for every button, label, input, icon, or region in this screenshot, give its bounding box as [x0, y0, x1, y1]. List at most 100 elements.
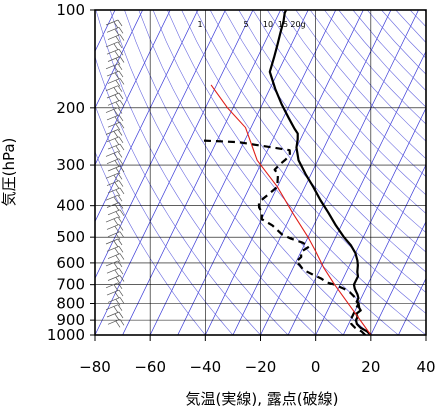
mixing-ratio-labels: 1 5 10 15 20g: [197, 20, 305, 29]
y-tick-label: 1000: [47, 326, 85, 344]
wind-barb: [107, 56, 125, 65]
wind-barb: [105, 304, 123, 313]
wind-barb: [105, 216, 123, 226]
wind-barb: [107, 99, 125, 109]
adiabat-line: [95, 55, 261, 335]
wind-barb: [107, 297, 125, 306]
adiabat-line: [267, 10, 426, 196]
wind-barb: [105, 282, 123, 291]
wind-barb: [105, 151, 123, 160]
x-tick-label: −20: [245, 358, 277, 376]
wind-barb: [106, 158, 124, 167]
isotherm-line: [95, 10, 226, 280]
y-axis-label: 気圧(hPa): [0, 138, 18, 207]
wind-barb: [105, 63, 123, 72]
x-tick-label: 40: [416, 358, 435, 376]
x-axis: −80 −60 −40 −20 0 20 40: [79, 335, 436, 376]
x-tick-label: 0: [311, 358, 321, 376]
wind-barb: [107, 165, 125, 175]
adiabat-line: [195, 10, 426, 293]
wind-barb: [106, 136, 124, 145]
isotherm-line: [398, 277, 426, 335]
wind-barb: [107, 34, 125, 43]
y-tick-label: 400: [56, 197, 85, 215]
adiabat-line: [167, 10, 426, 335]
y-tick-label: 500: [56, 228, 85, 246]
wind-barb: [105, 107, 123, 116]
y-tick-label: 700: [56, 276, 85, 294]
wind-barb: [107, 231, 125, 240]
adiabat-line: [295, 10, 426, 160]
isotherm-line: [95, 10, 171, 166]
isotherm-line: [122, 10, 281, 335]
isotherm-line: [204, 10, 364, 335]
isotherm-line: [95, 10, 254, 335]
wind-barb: [106, 289, 124, 299]
wind-barb: [106, 267, 124, 277]
wind-barb: [106, 224, 124, 233]
y-tick-label: 900: [56, 311, 85, 329]
wind-barbs: [105, 19, 125, 328]
mixing-ratio-label: 10: [263, 20, 273, 29]
y-tick-label: 100: [56, 1, 85, 19]
x-tick-label: −60: [134, 358, 166, 376]
wind-barb: [105, 194, 123, 204]
wind-barb: [107, 121, 125, 131]
wind-barb: [106, 311, 124, 321]
reference-curve-line: [210, 84, 372, 335]
wind-barb: [106, 202, 124, 211]
wind-barb: [105, 260, 123, 270]
y-tick-label: 800: [56, 295, 85, 313]
mixing-ratio-label: 5: [243, 20, 248, 29]
adiabat-line: [109, 10, 317, 335]
adiabat-line: [124, 10, 344, 335]
x-tick-label: 20: [361, 358, 380, 376]
background-lines: [95, 10, 426, 335]
y-tick-label: 300: [56, 156, 85, 174]
isotherm-line: [370, 220, 426, 335]
wind-barb: [105, 129, 123, 138]
wind-barb: [105, 41, 123, 51]
adiabat-line: [238, 10, 426, 233]
x-tick-label: −40: [190, 358, 222, 376]
y-tick-label: 600: [56, 254, 85, 272]
mixing-ratio-label: 1: [197, 20, 202, 29]
adiabat-line: [138, 10, 372, 335]
isotherm-line: [232, 10, 392, 335]
wind-barb: [105, 172, 123, 182]
wind-barb: [106, 48, 124, 58]
isotherm-line: [95, 10, 144, 109]
adiabat-line: [95, 151, 206, 335]
isotherm-line: [177, 10, 337, 335]
wind-barb: [107, 143, 125, 153]
wind-barb: [106, 245, 124, 255]
wind-barb: [107, 318, 125, 328]
isotherm-line: [149, 10, 309, 335]
adiabat-line: [95, 10, 289, 335]
y-tick-label: 200: [56, 99, 85, 117]
wind-barb: [105, 85, 123, 94]
mixing-ratio-label: 15: [278, 20, 288, 29]
wind-barb: [106, 180, 124, 189]
isotherm-line: [287, 50, 426, 335]
wind-barb: [107, 78, 125, 87]
wind-barb: [106, 92, 124, 102]
temperature-line: [268, 10, 372, 335]
wind-barb: [106, 114, 124, 124]
isotherm-line: [260, 10, 419, 335]
dewpoint-line: [200, 139, 367, 335]
adiabat-line: [281, 10, 426, 178]
wind-barb: [107, 275, 125, 284]
adiabat-line: [224, 10, 426, 253]
profile-lines: [200, 10, 372, 335]
wind-barb: [107, 187, 125, 197]
isotherm-line: [315, 107, 426, 335]
wind-barb: [105, 19, 123, 29]
adiabat-line: [152, 10, 399, 335]
wind-barb: [107, 209, 125, 218]
adiabat-line: [252, 10, 426, 214]
wind-barb: [105, 238, 123, 248]
